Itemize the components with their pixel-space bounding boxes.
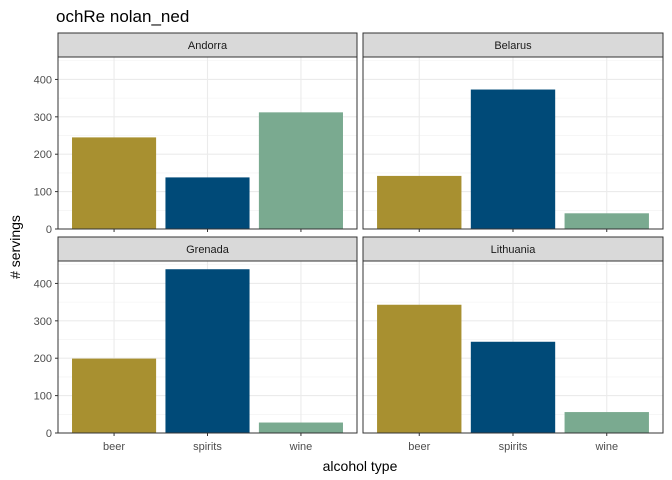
- y-tick-label: 200: [34, 353, 52, 365]
- x-tick-label: spirits: [499, 441, 528, 453]
- bar-lithuania-spirits: [470, 341, 556, 433]
- y-axis-title: # servings: [7, 215, 23, 279]
- facet-strip-label: Lithuania: [491, 244, 537, 256]
- bar-andorra-beer: [72, 137, 157, 229]
- facet-strip-label: Belarus: [494, 40, 532, 52]
- bar-belarus-wine: [564, 213, 649, 229]
- y-tick-label: 400: [34, 74, 52, 86]
- x-tick-label: wine: [289, 441, 313, 453]
- facet-panels: Andorra 0 100 200 300 400 Belarus Grenada 0 100 20…: [34, 32, 664, 453]
- y-tick-label: 200: [34, 149, 52, 161]
- x-tick-label: wine: [594, 441, 618, 453]
- bar-grenada-wine: [258, 422, 343, 433]
- bar-grenada-spirits: [165, 269, 250, 433]
- facet-panel-andorra: Andorra 0 100 200 300 400: [34, 32, 358, 236]
- facet-panel-belarus: Belarus: [362, 32, 664, 232]
- facet-strip: [362, 236, 664, 262]
- facet-strip: [57, 236, 358, 262]
- bar-lithuania-beer: [377, 304, 462, 433]
- bar-andorra-wine: [258, 112, 343, 229]
- y-tick-label: 300: [34, 316, 52, 328]
- bar-grenada-beer: [72, 358, 157, 433]
- bar-lithuania-wine: [564, 412, 649, 433]
- x-tick-label: beer: [103, 441, 125, 453]
- y-tick-label: 100: [34, 187, 52, 199]
- y-tick-label: 100: [34, 391, 52, 403]
- y-tick-label: 0: [46, 428, 52, 440]
- facet-strip: [362, 32, 664, 58]
- facet-strip: [57, 32, 358, 58]
- facet-panel-lithuania: Lithuania beer spirits wine: [362, 236, 664, 453]
- x-tick-label: beer: [408, 441, 430, 453]
- y-tick-label: 400: [34, 278, 52, 290]
- facet-panel-grenada: Grenada 0 100 200 300 400 beer spirits wine: [34, 236, 358, 453]
- facet-strip-label: Andorra: [188, 40, 228, 52]
- x-axis-title: alcohol type: [323, 458, 398, 474]
- bar-andorra-spirits: [165, 177, 250, 229]
- chart-title: ochRe nolan_ned: [56, 7, 189, 26]
- bar-belarus-beer: [377, 175, 462, 229]
- y-tick-label: 300: [34, 112, 52, 124]
- facet-strip-label: Grenada: [186, 244, 230, 256]
- x-tick-label: spirits: [193, 441, 222, 453]
- bar-belarus-spirits: [470, 89, 556, 230]
- y-tick-label: 0: [46, 224, 52, 236]
